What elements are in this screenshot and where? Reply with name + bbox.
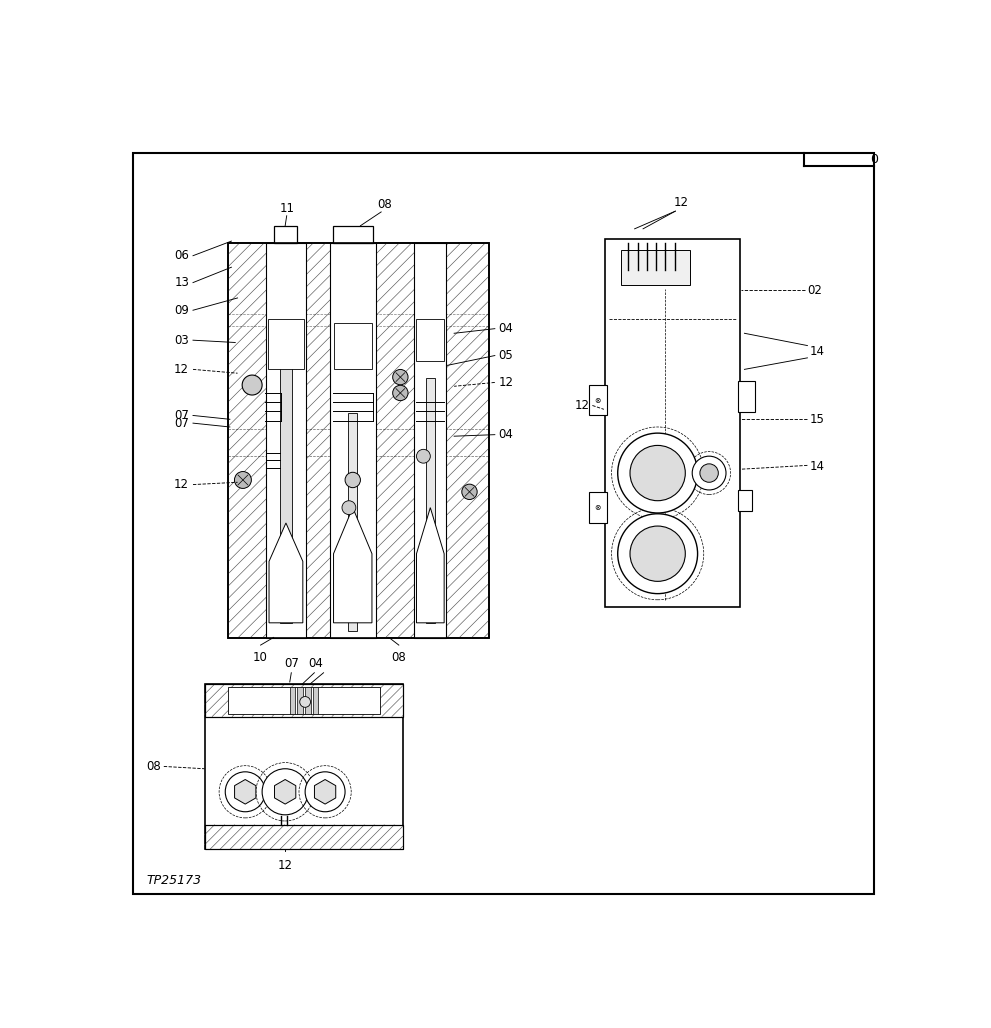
Text: ⊗: ⊗: [595, 396, 601, 405]
Bar: [589, 492, 606, 523]
Bar: [416, 319, 444, 361]
Bar: [620, 251, 690, 285]
Circle shape: [225, 772, 266, 812]
Bar: [738, 381, 755, 411]
Bar: [266, 243, 306, 638]
Circle shape: [630, 526, 686, 582]
Text: 02: 02: [808, 284, 823, 297]
Text: 13: 13: [174, 277, 189, 289]
Polygon shape: [235, 779, 256, 804]
Text: 07: 07: [174, 409, 189, 421]
Bar: [333, 226, 373, 243]
Text: 05: 05: [498, 350, 513, 362]
Text: 10: 10: [253, 652, 268, 664]
Bar: [204, 685, 402, 849]
Text: 04: 04: [498, 322, 513, 335]
Text: 12: 12: [575, 399, 590, 412]
Polygon shape: [269, 523, 303, 623]
Bar: [289, 687, 295, 714]
Text: 0: 0: [870, 153, 878, 167]
Circle shape: [235, 472, 252, 488]
Polygon shape: [275, 779, 295, 804]
Bar: [269, 320, 303, 369]
Bar: [606, 238, 740, 608]
Text: 04: 04: [498, 428, 513, 441]
Bar: [204, 685, 402, 717]
Text: 06: 06: [174, 249, 189, 262]
Bar: [589, 384, 606, 415]
Text: 03: 03: [174, 334, 189, 346]
Bar: [305, 687, 310, 714]
Bar: [228, 243, 489, 638]
Text: 11: 11: [279, 203, 294, 215]
Text: 12: 12: [674, 196, 689, 209]
Text: 12: 12: [277, 858, 292, 872]
Bar: [279, 326, 292, 623]
Circle shape: [392, 369, 408, 384]
Text: ⊗: ⊗: [595, 503, 601, 512]
Polygon shape: [314, 779, 336, 804]
Circle shape: [416, 449, 430, 464]
Bar: [348, 413, 358, 630]
Bar: [426, 377, 435, 623]
Text: 15: 15: [810, 413, 825, 426]
Text: 08: 08: [146, 760, 161, 773]
Bar: [204, 824, 402, 849]
Circle shape: [262, 769, 308, 815]
Circle shape: [617, 514, 698, 593]
Text: 12: 12: [174, 478, 189, 491]
Circle shape: [630, 445, 686, 501]
Circle shape: [392, 386, 408, 401]
Bar: [334, 323, 372, 369]
Text: 14: 14: [810, 461, 825, 474]
Text: 12: 12: [174, 363, 189, 376]
Bar: [274, 226, 296, 243]
Text: 08: 08: [378, 198, 392, 211]
Circle shape: [617, 433, 698, 513]
Text: 08: 08: [391, 652, 406, 664]
Bar: [738, 490, 752, 512]
Text: 04: 04: [308, 658, 323, 670]
Bar: [330, 243, 376, 638]
Circle shape: [299, 697, 310, 707]
Polygon shape: [416, 508, 444, 623]
Bar: [204, 685, 402, 717]
Circle shape: [305, 772, 345, 812]
Circle shape: [345, 472, 361, 487]
Bar: [297, 687, 303, 714]
Text: 14: 14: [810, 345, 825, 358]
Circle shape: [242, 375, 262, 395]
Bar: [313, 687, 318, 714]
Bar: [204, 824, 402, 849]
Bar: [414, 243, 446, 638]
Text: 07: 07: [174, 416, 189, 430]
Text: 09: 09: [174, 303, 189, 317]
Bar: [228, 687, 380, 714]
Circle shape: [462, 484, 478, 500]
Bar: [228, 243, 489, 638]
Text: TP25173: TP25173: [147, 874, 202, 886]
Text: 12: 12: [498, 376, 513, 389]
Text: 07: 07: [283, 658, 298, 670]
Polygon shape: [334, 508, 372, 623]
Circle shape: [342, 501, 356, 515]
Circle shape: [700, 464, 718, 482]
Circle shape: [692, 456, 726, 490]
